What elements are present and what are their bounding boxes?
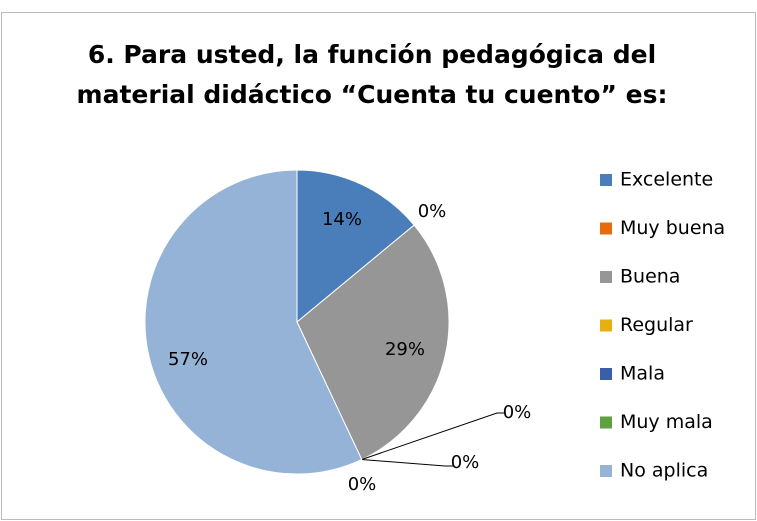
legend-swatch: [600, 416, 612, 429]
legend-swatch: [600, 174, 612, 186]
chart-title: 6. Para usted, la función pedagógica del: [88, 40, 656, 69]
legend-swatch: [600, 222, 612, 235]
data-label: 0%: [418, 201, 447, 222]
legend-label: Regular: [620, 314, 693, 336]
legend-swatch: [600, 319, 612, 332]
legend-swatch: [600, 465, 612, 477]
pie-slice: [296, 224, 450, 461]
legend-swatch: [600, 368, 612, 380]
legend-label: Muy buena: [620, 217, 725, 239]
leader-line: [361, 459, 453, 467]
data-label: 29%: [385, 339, 425, 360]
chart-title: material didáctico “Cuenta tu cuento” es…: [77, 80, 668, 109]
legend-swatch: [600, 271, 612, 283]
data-label: 57%: [168, 349, 208, 370]
legend-label: Mala: [620, 363, 665, 385]
leader-line: [361, 412, 505, 461]
data-label: 14%: [322, 209, 362, 230]
pie-slice: [296, 169, 415, 324]
legend-label: No aplica: [620, 460, 708, 482]
pie-slice: [144, 169, 363, 475]
data-label: 0%: [451, 452, 480, 473]
data-label: 0%: [348, 474, 377, 495]
legend-label: Muy mala: [620, 411, 713, 433]
data-label: 0%: [503, 402, 532, 423]
legend-label: Excelente: [620, 169, 713, 191]
legend-label: Buena: [620, 266, 680, 288]
